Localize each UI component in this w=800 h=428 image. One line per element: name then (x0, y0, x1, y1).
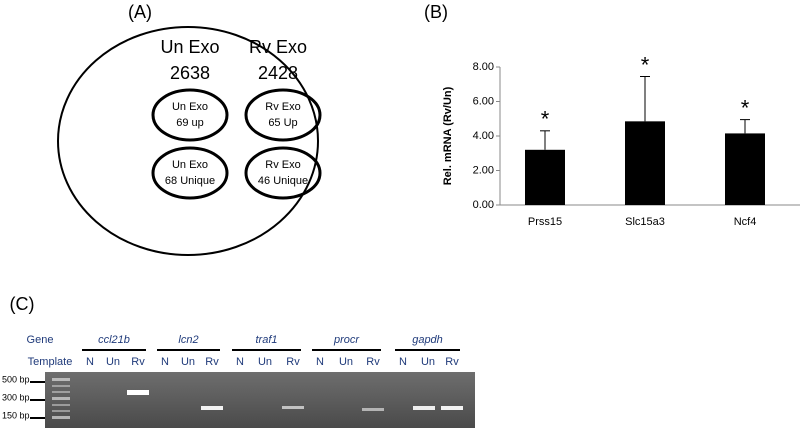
y-tick-label: 0.00 (473, 199, 494, 211)
x-tick-label: Slc15a3 (625, 216, 665, 228)
template: Rv (445, 356, 459, 368)
gene-name: ccl21b (98, 334, 130, 346)
annotation: * (741, 95, 750, 120)
y-axis-label: Rel. mRNA (Rv/Un) (442, 86, 454, 185)
ladder-label: 150 bp (2, 410, 30, 420)
group-name: Un Exo (160, 37, 219, 57)
group-count: 2428 (258, 63, 298, 83)
panel-label: (B) (424, 2, 448, 22)
template: N (161, 356, 169, 368)
oval (244, 88, 322, 142)
template: Un (421, 356, 435, 368)
row-header: Gene (27, 334, 54, 346)
x-tick-label: Ncf4 (734, 216, 757, 228)
oval-text: 69 up (176, 117, 204, 129)
panel-label: (A) (128, 2, 152, 22)
annotation: * (541, 107, 550, 132)
group-name: Rv Exo (249, 37, 307, 57)
y-tick-label: 4.00 (473, 130, 494, 142)
bands (52, 378, 463, 419)
gene-name: gapdh (412, 334, 443, 346)
gene-name: traf1 (255, 334, 277, 346)
oval (244, 146, 322, 200)
oval (151, 146, 229, 200)
template: N (236, 356, 244, 368)
bar (625, 121, 665, 205)
template: N (316, 356, 324, 368)
gel (45, 372, 475, 428)
template: Un (106, 356, 120, 368)
oval-text: 65 Up (268, 117, 297, 129)
gene-name: procr (333, 334, 360, 346)
y-tick-label: 6.00 (473, 95, 494, 107)
group-count: 2638 (170, 63, 210, 83)
template: N (399, 356, 407, 368)
annotation: * (641, 52, 650, 77)
template: Un (181, 356, 195, 368)
template: Rv (131, 356, 145, 368)
oval-text: Rv Exo (265, 101, 300, 113)
oval-text: Un Exo (172, 101, 208, 113)
ladder-label: 500 bp (2, 374, 30, 384)
oval-text: 68 Unique (165, 175, 215, 187)
oval-text: Un Exo (172, 159, 208, 171)
template: Un (339, 356, 353, 368)
template: Un (258, 356, 272, 368)
template: Rv (286, 356, 300, 368)
bar (525, 149, 565, 205)
row-header: Template (28, 356, 73, 368)
oval (151, 88, 229, 142)
outer-circle (57, 26, 319, 256)
template: N (86, 356, 94, 368)
ladder-label: 300 bp (2, 392, 30, 402)
x-tick-label: Prss15 (528, 216, 562, 228)
panel-label: (C) (10, 294, 35, 314)
gene-name: lcn2 (178, 334, 198, 346)
template: Rv (366, 356, 380, 368)
oval-text: 46 Unique (258, 175, 308, 187)
bar (725, 133, 765, 205)
y-tick-label: 8.00 (473, 61, 494, 73)
template: Rv (205, 356, 219, 368)
y-tick-label: 2.00 (473, 164, 494, 176)
oval-text: Rv Exo (265, 159, 300, 171)
